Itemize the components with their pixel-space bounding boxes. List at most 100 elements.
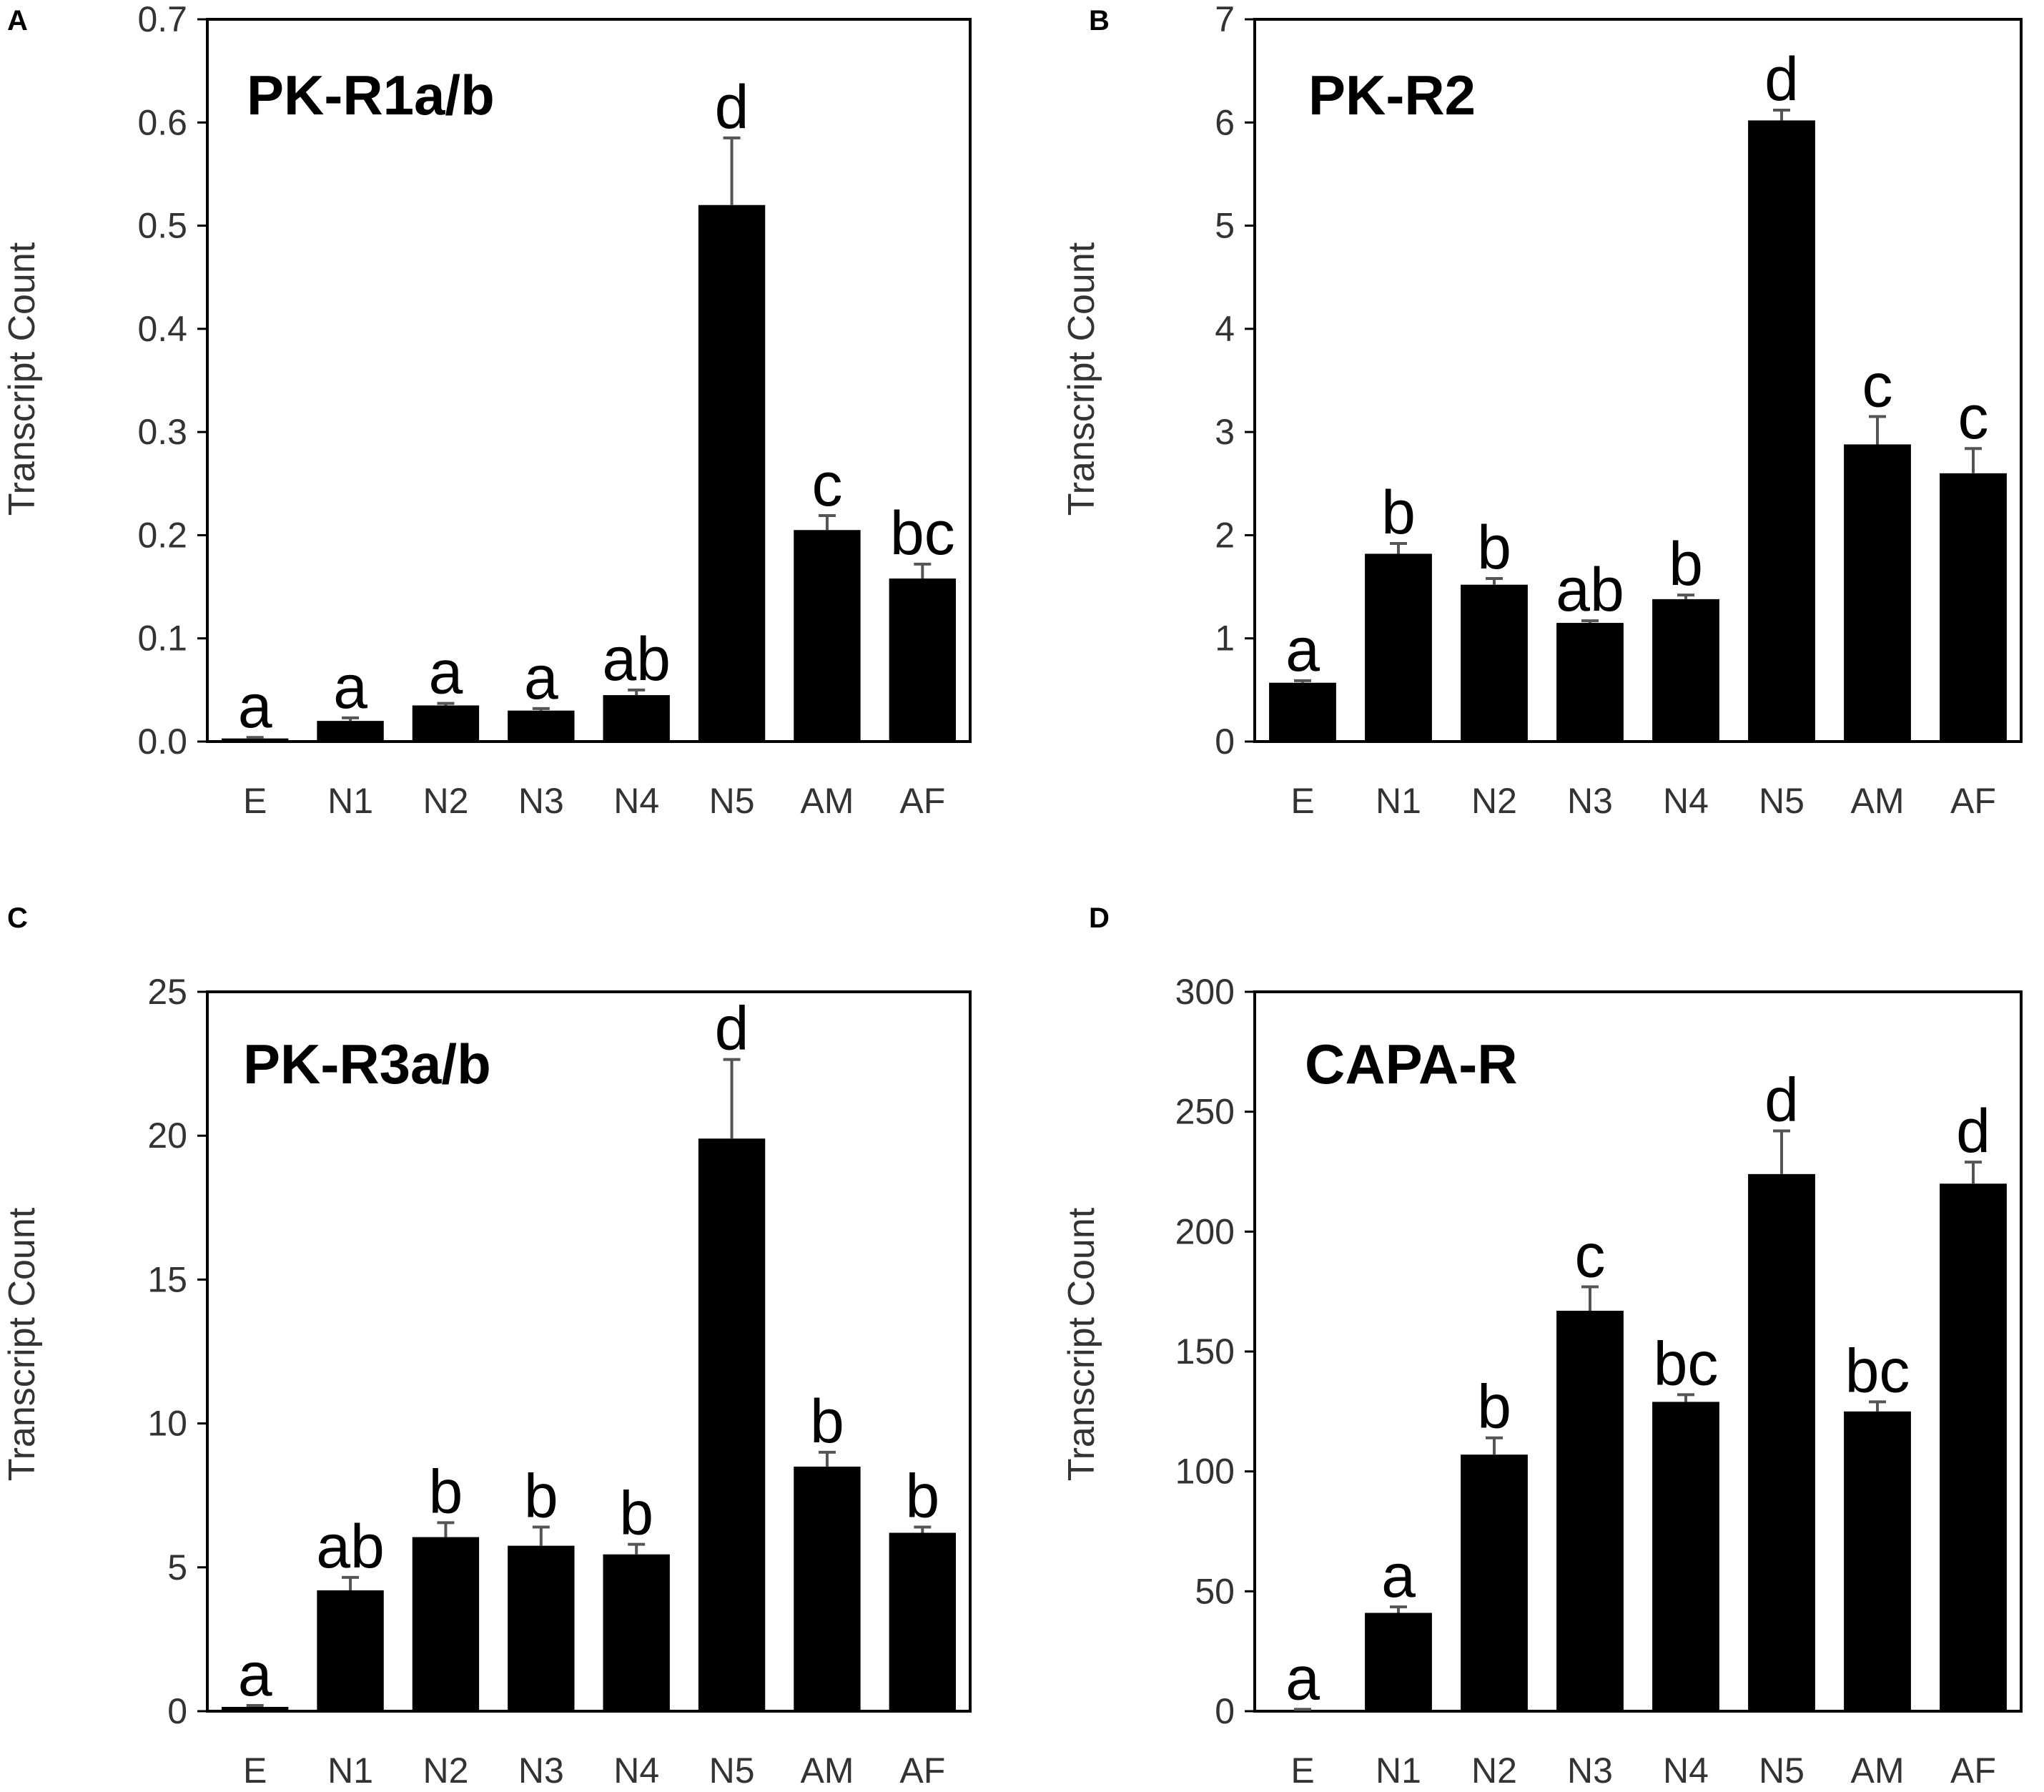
significance-letter: b xyxy=(429,1457,463,1526)
y-tick-label: 0 xyxy=(1215,722,1235,762)
significance-letter: c xyxy=(1575,1221,1606,1290)
bar-n1 xyxy=(317,721,384,742)
significance-letter: b xyxy=(905,1462,939,1530)
panel-letter: C xyxy=(7,902,28,934)
significance-letter: a xyxy=(524,644,558,712)
bar-n2 xyxy=(412,1537,480,1711)
significance-letter: d xyxy=(1764,45,1799,114)
bar-n5 xyxy=(1748,1173,1815,1711)
bar-e xyxy=(222,738,289,742)
x-tick-label: AF xyxy=(1950,1751,1996,1791)
bar-n2 xyxy=(1461,584,1528,742)
x-tick-label: AM xyxy=(1851,1751,1905,1791)
y-tick-label: 0.7 xyxy=(137,0,187,39)
panel-title: PK-R3a/b xyxy=(243,1033,491,1096)
y-tick-label: 0.3 xyxy=(137,412,187,452)
y-tick-label: 5 xyxy=(167,1547,187,1587)
panel-title: PK-R2 xyxy=(1308,64,1476,127)
y-tick-label: 0.0 xyxy=(137,722,187,762)
y-tick-label: 100 xyxy=(1175,1452,1235,1492)
x-tick-label: N1 xyxy=(1376,1751,1421,1791)
y-tick-label: 200 xyxy=(1175,1211,1235,1251)
y-tick-label: 10 xyxy=(147,1404,187,1444)
x-tick-label: N2 xyxy=(423,781,468,821)
significance-letter: a xyxy=(333,653,367,722)
x-tick-label: AF xyxy=(1950,781,1996,821)
bar-am xyxy=(1844,1411,1911,1711)
y-tick-label: 0 xyxy=(1215,1691,1235,1731)
x-tick-label: N1 xyxy=(327,1751,373,1791)
significance-letter: d xyxy=(715,995,749,1063)
y-tick-label: 20 xyxy=(147,1116,187,1156)
significance-letter: b xyxy=(810,1387,844,1456)
y-tick-label: 50 xyxy=(1195,1571,1235,1611)
y-tick-label: 7 xyxy=(1215,0,1235,39)
significance-letter: b xyxy=(1477,1373,1511,1442)
x-tick-label: N4 xyxy=(613,1751,659,1791)
bar-n5 xyxy=(698,1138,766,1711)
y-tick-label: 25 xyxy=(147,972,187,1012)
panel-letter: B xyxy=(1089,5,1110,36)
significance-letter: c xyxy=(1862,352,1893,420)
bar-n1 xyxy=(1365,1613,1432,1711)
significance-letter: ab xyxy=(1556,556,1624,624)
bar-e xyxy=(1269,1710,1336,1712)
y-tick-label: 300 xyxy=(1175,972,1235,1012)
significance-letter: b xyxy=(1477,513,1511,582)
bar-n4 xyxy=(603,1554,670,1711)
bar-af xyxy=(1940,1183,2007,1711)
panel-letter: D xyxy=(1089,902,1110,934)
y-axis-title: Transcript Count xyxy=(1,1207,43,1481)
significance-letter: ab xyxy=(602,625,671,694)
bar-n4 xyxy=(1652,1402,1719,1711)
x-tick-label: N3 xyxy=(518,781,564,821)
bar-n5 xyxy=(698,205,766,742)
significance-letter: c xyxy=(1958,383,1989,452)
y-tick-label: 3 xyxy=(1215,412,1235,452)
x-tick-label: N4 xyxy=(1663,1751,1709,1791)
y-tick-label: 15 xyxy=(147,1259,187,1299)
significance-letter: bc xyxy=(890,499,955,568)
significance-letter: a xyxy=(238,672,272,741)
panel-c: C 0 5 10 15 20 25 Transcript Count PK-R3a/b a Eab N… xyxy=(1,902,972,1791)
bar-am xyxy=(794,530,861,742)
x-tick-label: E xyxy=(243,781,267,821)
x-tick-label: AF xyxy=(899,781,945,821)
significance-letter: d xyxy=(1956,1097,1990,1166)
bar-n4 xyxy=(603,695,670,742)
bar-af xyxy=(889,1532,956,1711)
bar-n2 xyxy=(412,705,480,742)
x-tick-label: N4 xyxy=(613,781,659,821)
y-tick-label: 150 xyxy=(1175,1331,1235,1372)
bar-af xyxy=(889,579,956,742)
y-tick-label: 0.1 xyxy=(137,619,187,659)
y-axis-title: Transcript Count xyxy=(1061,242,1102,516)
x-tick-label: N5 xyxy=(1759,781,1804,821)
y-tick-label: 0.6 xyxy=(137,102,187,142)
x-tick-label: E xyxy=(243,1751,267,1791)
y-tick-label: 6 xyxy=(1215,102,1235,142)
bar-n1 xyxy=(317,1590,384,1711)
x-tick-label: AM xyxy=(800,1751,854,1791)
plot-frame xyxy=(1253,18,2023,743)
y-tick-label: 2 xyxy=(1215,515,1235,555)
significance-letter: d xyxy=(715,73,749,142)
panel-title: PK-R1a/b xyxy=(247,64,495,127)
y-tick-label: 250 xyxy=(1175,1092,1235,1132)
x-tick-label: N2 xyxy=(1471,1751,1517,1791)
bar-n5 xyxy=(1748,120,1815,742)
bar-n2 xyxy=(1461,1454,1528,1711)
x-tick-label: N2 xyxy=(1471,781,1517,821)
y-axis-title: Transcript Count xyxy=(1061,1207,1102,1481)
y-tick-label: 0.4 xyxy=(137,309,187,349)
significance-letter: ab xyxy=(316,1512,385,1581)
x-tick-label: AF xyxy=(899,1751,945,1791)
bar-n3 xyxy=(508,1545,575,1711)
bar-n4 xyxy=(1652,599,1719,742)
x-tick-label: N1 xyxy=(327,781,373,821)
y-tick-label: 0.5 xyxy=(137,206,187,246)
significance-letter: bc xyxy=(1654,1329,1719,1398)
x-tick-label: N3 xyxy=(1567,1751,1613,1791)
panel-a: A 0.0 0.1 0.2 0.3 0.4 0.5 0.6 0.7 Transcript Coun… xyxy=(1,0,972,821)
